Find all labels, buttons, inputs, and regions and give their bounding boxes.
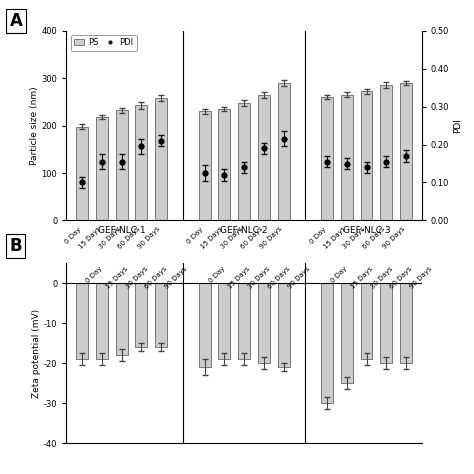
Y-axis label: PDI: PDI <box>454 118 463 133</box>
Bar <box>116 283 128 355</box>
Text: 60 Days: 60 Days <box>362 226 386 250</box>
Bar <box>321 283 333 403</box>
Bar <box>400 283 412 363</box>
Text: GEF-NLC 1: GEF-NLC 1 <box>98 226 146 235</box>
Bar <box>238 283 250 359</box>
Bar <box>400 83 412 220</box>
Bar <box>96 117 108 220</box>
Bar <box>380 85 392 220</box>
Bar <box>278 283 290 367</box>
Bar <box>136 105 147 220</box>
Text: B: B <box>9 237 22 255</box>
Text: GEF-NLC 2: GEF-NLC 2 <box>220 273 268 282</box>
Text: 60 Days: 60 Days <box>389 266 413 290</box>
Bar <box>219 109 230 220</box>
Text: 15 Days: 15 Days <box>200 226 224 250</box>
Text: 30 Days: 30 Days <box>125 266 149 290</box>
Bar <box>116 110 128 220</box>
Text: 0 Day: 0 Day <box>330 266 348 284</box>
Text: GEF-NLC 3: GEF-NLC 3 <box>343 273 391 282</box>
Text: A: A <box>9 12 22 30</box>
Text: 15 Days: 15 Days <box>227 266 251 290</box>
Text: GEF-NLC 3: GEF-NLC 3 <box>343 226 391 235</box>
Text: 30 Days: 30 Days <box>247 266 271 290</box>
Bar <box>258 95 270 220</box>
Text: 90 Days: 90 Days <box>164 266 188 290</box>
Bar <box>199 111 210 220</box>
Text: 90 Days: 90 Days <box>382 226 406 250</box>
Text: 90 Days: 90 Days <box>259 226 283 250</box>
Bar <box>76 127 88 220</box>
Text: 60 Days: 60 Days <box>239 226 264 250</box>
Bar <box>258 283 270 363</box>
Text: GEF-NLC 1: GEF-NLC 1 <box>98 273 146 282</box>
Text: 30 Days: 30 Days <box>220 226 244 250</box>
Bar <box>96 283 108 359</box>
Bar <box>76 283 88 359</box>
Bar <box>341 283 353 383</box>
Text: 30 Days: 30 Days <box>342 226 366 250</box>
Y-axis label: Zeta potential (mV): Zeta potential (mV) <box>32 309 41 398</box>
Bar <box>321 97 333 220</box>
Bar <box>278 83 290 220</box>
Text: 0 Day: 0 Day <box>85 266 104 284</box>
Text: 0 Day: 0 Day <box>64 226 82 245</box>
Text: 90 Days: 90 Days <box>286 266 311 290</box>
Text: 30 Days: 30 Days <box>369 266 394 290</box>
Text: 60 Days: 60 Days <box>144 266 169 290</box>
Text: 90 Days: 90 Days <box>137 226 161 250</box>
Text: 15 Days: 15 Days <box>350 266 374 290</box>
Text: 90 Days: 90 Days <box>409 266 433 290</box>
Bar <box>199 283 210 367</box>
Text: 15 Days: 15 Days <box>322 226 347 250</box>
Text: 60 Days: 60 Days <box>117 226 141 250</box>
Bar <box>380 283 392 363</box>
Bar <box>219 283 230 359</box>
Y-axis label: Particle size (nm): Particle size (nm) <box>30 86 39 165</box>
Text: 0 Day: 0 Day <box>208 266 226 284</box>
Bar <box>238 103 250 220</box>
Text: 0 Day: 0 Day <box>309 226 327 245</box>
Text: GEF-NLC 2: GEF-NLC 2 <box>220 226 268 235</box>
Text: 60 Days: 60 Days <box>267 266 291 290</box>
Text: 15 Days: 15 Days <box>78 226 102 250</box>
Bar <box>155 98 167 220</box>
Bar <box>136 283 147 347</box>
Text: 0 Day: 0 Day <box>186 226 205 245</box>
Text: 15 Days: 15 Days <box>105 266 129 290</box>
Text: 30 Days: 30 Days <box>97 226 122 250</box>
Bar <box>361 91 373 220</box>
Bar <box>361 283 373 359</box>
Bar <box>341 95 353 220</box>
Bar <box>155 283 167 347</box>
Legend: PS, PDI: PS, PDI <box>71 35 137 51</box>
